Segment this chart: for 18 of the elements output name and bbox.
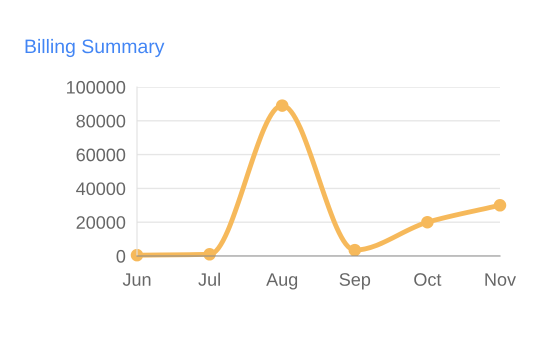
point (276, 99, 288, 112)
y-tick-label: 60000 (76, 148, 126, 162)
point (348, 244, 362, 256)
y-tick-label: 40000 (76, 182, 126, 196)
y-tick-label: 100000 (67, 80, 126, 94)
x-tick-label: Nov (485, 273, 516, 286)
y-tick-label: 80000 (76, 114, 126, 128)
x-tick-label: Jul (198, 272, 220, 286)
x-tick-label: Jun (122, 273, 150, 286)
y-tick-label: 20000 (76, 216, 126, 229)
point (203, 248, 216, 261)
x-tick-label: Aug (266, 273, 298, 290)
x-tick-label: Sep (340, 273, 370, 290)
x-tick-label: Oct (414, 273, 442, 286)
chart-title: Billing Summary (26, 38, 164, 58)
point (494, 199, 506, 212)
y-tick-label: 0 (116, 250, 126, 263)
point (421, 216, 434, 228)
